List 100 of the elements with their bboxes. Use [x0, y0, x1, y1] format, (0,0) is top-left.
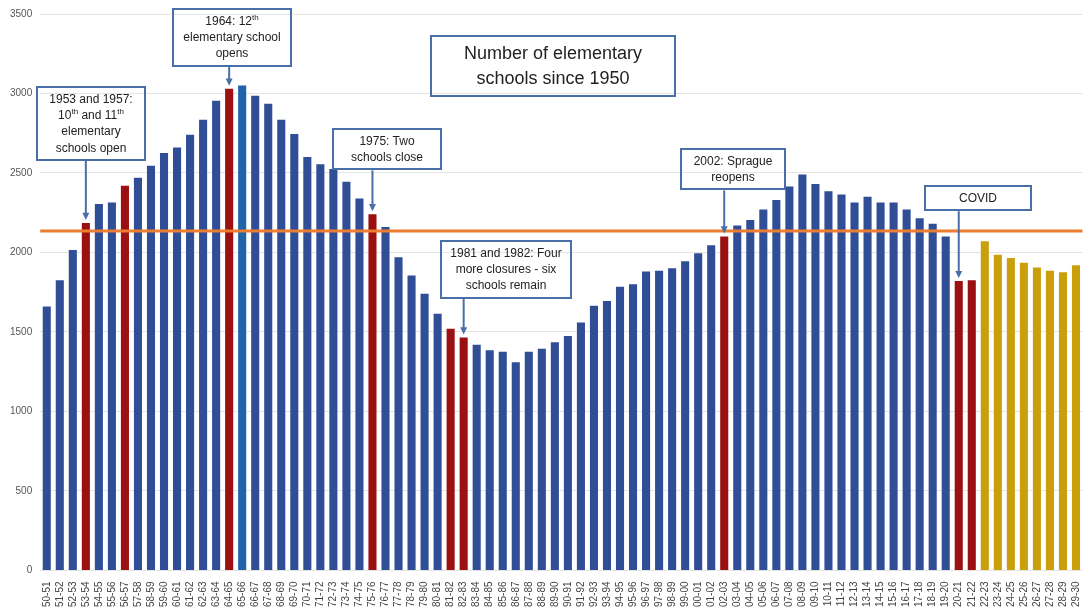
bar	[602, 300, 612, 570]
x-tick-label: 67-68	[261, 580, 273, 607]
x-tick-label: 66-67	[248, 580, 260, 607]
x-tick-label: 17-18	[913, 580, 925, 607]
bar	[68, 250, 77, 570]
bar	[251, 95, 260, 570]
bar	[316, 164, 325, 570]
x-tick-label: 65-66	[235, 580, 247, 607]
x-tick-label: 27-28	[1043, 580, 1055, 607]
y-tick-label: 1500	[10, 325, 33, 337]
y-tick-label: 2500	[10, 166, 33, 178]
y-tick-label: 1000	[10, 405, 33, 417]
bar	[1019, 262, 1028, 570]
x-tick-label: 13-14	[861, 580, 873, 607]
bar	[629, 284, 638, 570]
bar	[303, 157, 312, 570]
x-tick-label: 12-13	[848, 580, 860, 607]
x-tick-label: 03-04	[731, 580, 743, 607]
bar	[290, 134, 299, 570]
bar	[850, 202, 859, 570]
bar	[173, 147, 182, 570]
x-tick-label: 18-19	[926, 580, 938, 607]
x-tick-label: 14-15	[874, 580, 886, 607]
x-tick-label: 28-29	[1056, 580, 1068, 607]
x-tick-label: 79-80	[418, 580, 430, 607]
x-tick-label: 89-90	[548, 580, 560, 607]
x-tick-label: 96-97	[639, 580, 651, 607]
x-tick-label: 52-53	[66, 580, 78, 607]
x-tick-label: 83-84	[470, 580, 482, 607]
x-tick-label: 50-51	[40, 580, 52, 607]
x-tick-label: 11-12	[835, 581, 847, 607]
bar	[694, 253, 703, 570]
bar	[186, 134, 195, 570]
x-tick-label: 55-56	[105, 580, 117, 607]
bar	[993, 254, 1002, 570]
x-tick-label: 04-05	[744, 580, 756, 607]
x-tick-label: 63-64	[209, 580, 221, 607]
y-tick-label: 3000	[10, 87, 33, 99]
bar	[407, 275, 416, 570]
bar	[980, 241, 989, 570]
bar	[498, 351, 507, 570]
bar	[342, 181, 351, 570]
x-tick-label: 90-91	[561, 580, 573, 607]
bar	[733, 225, 742, 570]
x-tick-label: 69-70	[288, 580, 300, 607]
bar	[81, 223, 90, 570]
bar	[1058, 272, 1068, 570]
bar	[902, 209, 911, 570]
x-tick-label: 92-93	[587, 580, 599, 607]
bar	[668, 268, 677, 570]
x-tick-label: 54-55	[92, 580, 104, 607]
x-tick-label: 23-24	[991, 580, 1003, 607]
bar	[576, 322, 585, 570]
annotation: COVID	[924, 185, 1032, 212]
bar	[941, 236, 950, 570]
x-tick-label: 76-77	[379, 580, 391, 607]
x-tick-label: 97-98	[652, 580, 664, 607]
bar	[759, 209, 768, 570]
x-tick-label: 57-58	[131, 580, 143, 607]
text: Number of elementary schools since 1950	[430, 35, 676, 98]
annotation: 1981 and 1982: Four more closures - six schools remain	[440, 240, 572, 299]
x-tick-label: 78-79	[405, 580, 417, 607]
bar	[655, 270, 664, 570]
bar	[446, 328, 455, 570]
x-tick-label: 85-86	[496, 580, 508, 607]
x-tick-label: 53-54	[79, 580, 91, 607]
bar	[837, 194, 846, 570]
x-tick-label: 59-60	[157, 580, 169, 607]
bar	[798, 174, 807, 570]
x-tick-label: 26-27	[1030, 580, 1042, 607]
bar	[550, 342, 559, 570]
x-tick-label: 99-00	[678, 580, 690, 607]
x-tick-label: 01-02	[704, 580, 716, 607]
bar	[1045, 270, 1054, 570]
x-tick-label: 09-10	[809, 580, 821, 607]
bar	[264, 103, 273, 570]
x-tick-label: 68-69	[275, 580, 287, 607]
bar	[889, 202, 898, 570]
bar	[133, 177, 142, 570]
x-tick-label: 88-89	[535, 580, 547, 607]
x-tick-label: 73-74	[340, 580, 352, 607]
x-tick-label: 98-99	[665, 580, 677, 607]
bar	[589, 305, 598, 570]
bar	[212, 100, 221, 570]
x-tick-label: 20-21	[952, 580, 964, 607]
x-tick-label: 81-82	[444, 580, 456, 607]
x-tick-label: 06-07	[770, 580, 782, 607]
x-tick-label: 86-87	[509, 580, 521, 607]
y-tick-label: 500	[15, 484, 33, 496]
x-tick-label: 61-62	[183, 580, 195, 607]
x-tick-label: 82-83	[457, 580, 469, 607]
y-tick-label: 2000	[10, 246, 33, 258]
x-tick-label: 24-25	[1004, 580, 1016, 607]
x-tick-label: 70-71	[301, 580, 313, 607]
bar	[863, 196, 872, 570]
x-tick-label: 84-85	[483, 580, 495, 607]
bar	[615, 286, 625, 570]
x-tick-label: 87-88	[522, 580, 534, 607]
bar	[329, 169, 338, 570]
y-tick-label: 0	[26, 564, 33, 576]
